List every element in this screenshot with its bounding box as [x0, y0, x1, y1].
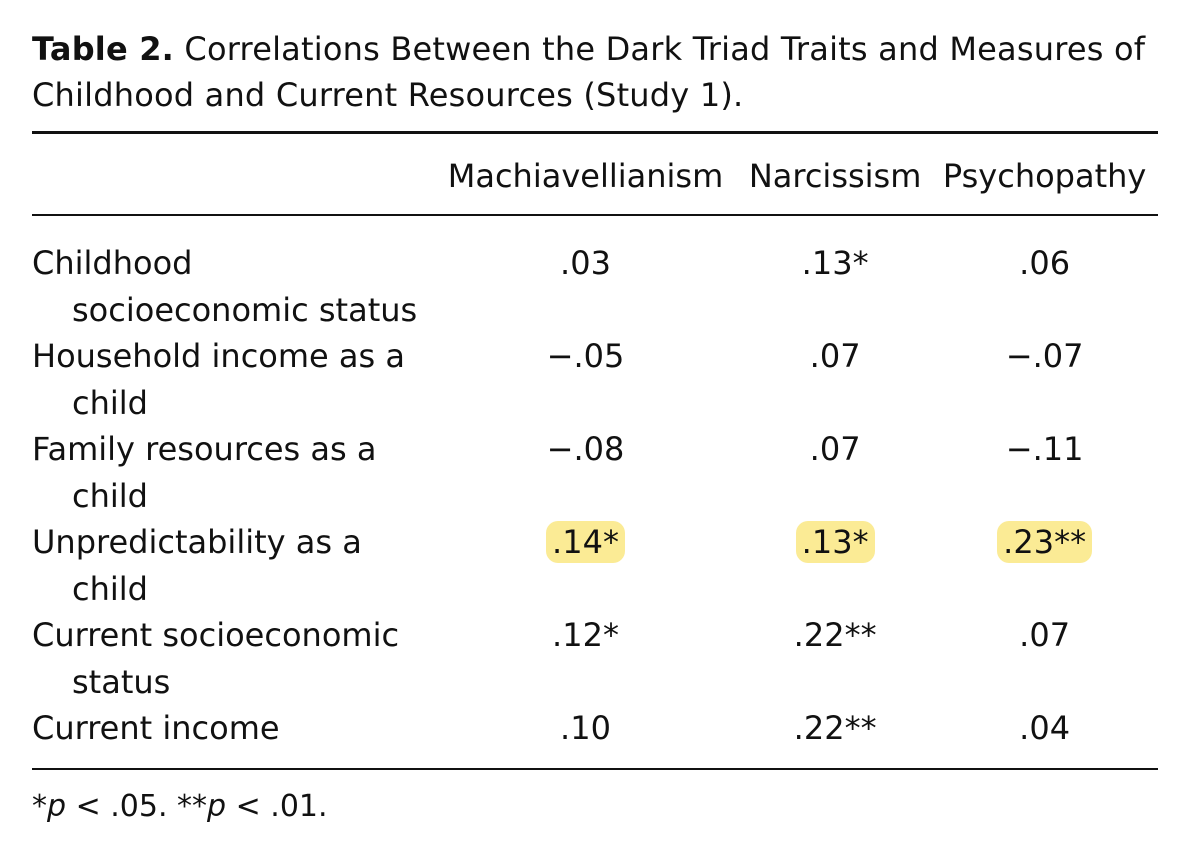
cell: .22** — [739, 705, 931, 752]
row-label: Childhood socioeconomic status — [32, 244, 418, 329]
cell: −.07 — [931, 333, 1158, 426]
row-label: Household income as a child — [32, 337, 405, 422]
top-rule — [32, 131, 1158, 134]
table-body: Childhood socioeconomic status .03 .13* .06… — [32, 214, 1158, 752]
table-caption: Table 2. Correlations Between the Dark T… — [32, 26, 1162, 118]
cell-value: .07 — [1019, 616, 1071, 654]
footnote-part: < .05. ** — [66, 789, 208, 824]
cell: −.11 — [931, 426, 1158, 519]
table-row: Family resources as a child −.08 .07 −.11 — [32, 426, 1158, 519]
row-label: Family resources as a child — [32, 430, 377, 515]
cell: −.08 — [432, 426, 739, 519]
cell-value: .14* — [546, 521, 625, 563]
cell: .03 — [432, 214, 739, 333]
cell-value: .12* — [552, 616, 619, 654]
table-row: Childhood socioeconomic status .03 .13* .06 — [32, 214, 1158, 333]
cell-value: .10 — [560, 709, 611, 747]
table-head: Machiavellianism Narcissism Psychopathy — [32, 150, 1158, 214]
cell: .12* — [432, 612, 739, 705]
cell: .23** — [931, 519, 1158, 612]
header-blank — [32, 150, 432, 214]
cell: .13* — [739, 519, 931, 612]
header-row: Machiavellianism Narcissism Psychopathy — [32, 150, 1158, 214]
table-row: Current socioeconomic status .12* .22** .07 — [32, 612, 1158, 705]
footnote: *p < .05. **p < .01. — [32, 784, 328, 830]
row-label: Current income — [32, 709, 280, 747]
table-row: Unpredictability as a child .14* .13* .23** — [32, 519, 1158, 612]
cell: −.05 — [432, 333, 739, 426]
cell-value: .04 — [1019, 709, 1071, 747]
footnote-part: p — [47, 789, 67, 824]
header-rule — [32, 214, 1158, 216]
cell-value: .22** — [793, 616, 877, 654]
cell: .14* — [432, 519, 739, 612]
table-row: Household income as a child −.05 .07 −.07 — [32, 333, 1158, 426]
cell: .04 — [931, 705, 1158, 752]
cell: .22** — [739, 612, 931, 705]
cell: .07 — [739, 333, 931, 426]
caption-text: Correlations Between the Dark Triad Trai… — [32, 30, 1146, 114]
table-row: Current income .10 .22** .04 — [32, 705, 1158, 752]
bottom-rule — [32, 768, 1158, 770]
cell-value: .07 — [809, 430, 861, 468]
cell-value: .07 — [809, 337, 861, 375]
column-header: Psychopathy — [942, 157, 1147, 195]
footnote-part: < .01. — [226, 789, 328, 824]
cell-value: .13* — [801, 244, 869, 282]
cell: .06 — [931, 214, 1158, 333]
cell-value: −.07 — [1005, 337, 1084, 375]
footnote-part: p — [207, 789, 227, 824]
column-header: Machiavellianism — [447, 157, 724, 195]
row-label: Current socioeconomic status — [32, 616, 400, 701]
cell: .07 — [931, 612, 1158, 705]
cell-value: −.08 — [546, 430, 625, 468]
row-label: Unpredictability as a child — [32, 523, 362, 608]
cell-value: −.05 — [546, 337, 625, 375]
cell-value: −.11 — [1005, 430, 1084, 468]
cell-value: .23** — [997, 521, 1093, 563]
cell-value: .22** — [793, 709, 877, 747]
cell: .07 — [739, 426, 931, 519]
table: Machiavellianism Narcissism Psychopathy Ch… — [32, 150, 1158, 752]
cell-value: .03 — [560, 244, 611, 282]
footnote-part: * — [32, 789, 47, 824]
cell-value: .13* — [795, 521, 875, 563]
cell: .10 — [432, 705, 739, 752]
caption-label: Table 2. — [32, 30, 175, 68]
cell: .13* — [739, 214, 931, 333]
column-header: Narcissism — [748, 157, 922, 195]
cell-value: .06 — [1019, 244, 1071, 282]
